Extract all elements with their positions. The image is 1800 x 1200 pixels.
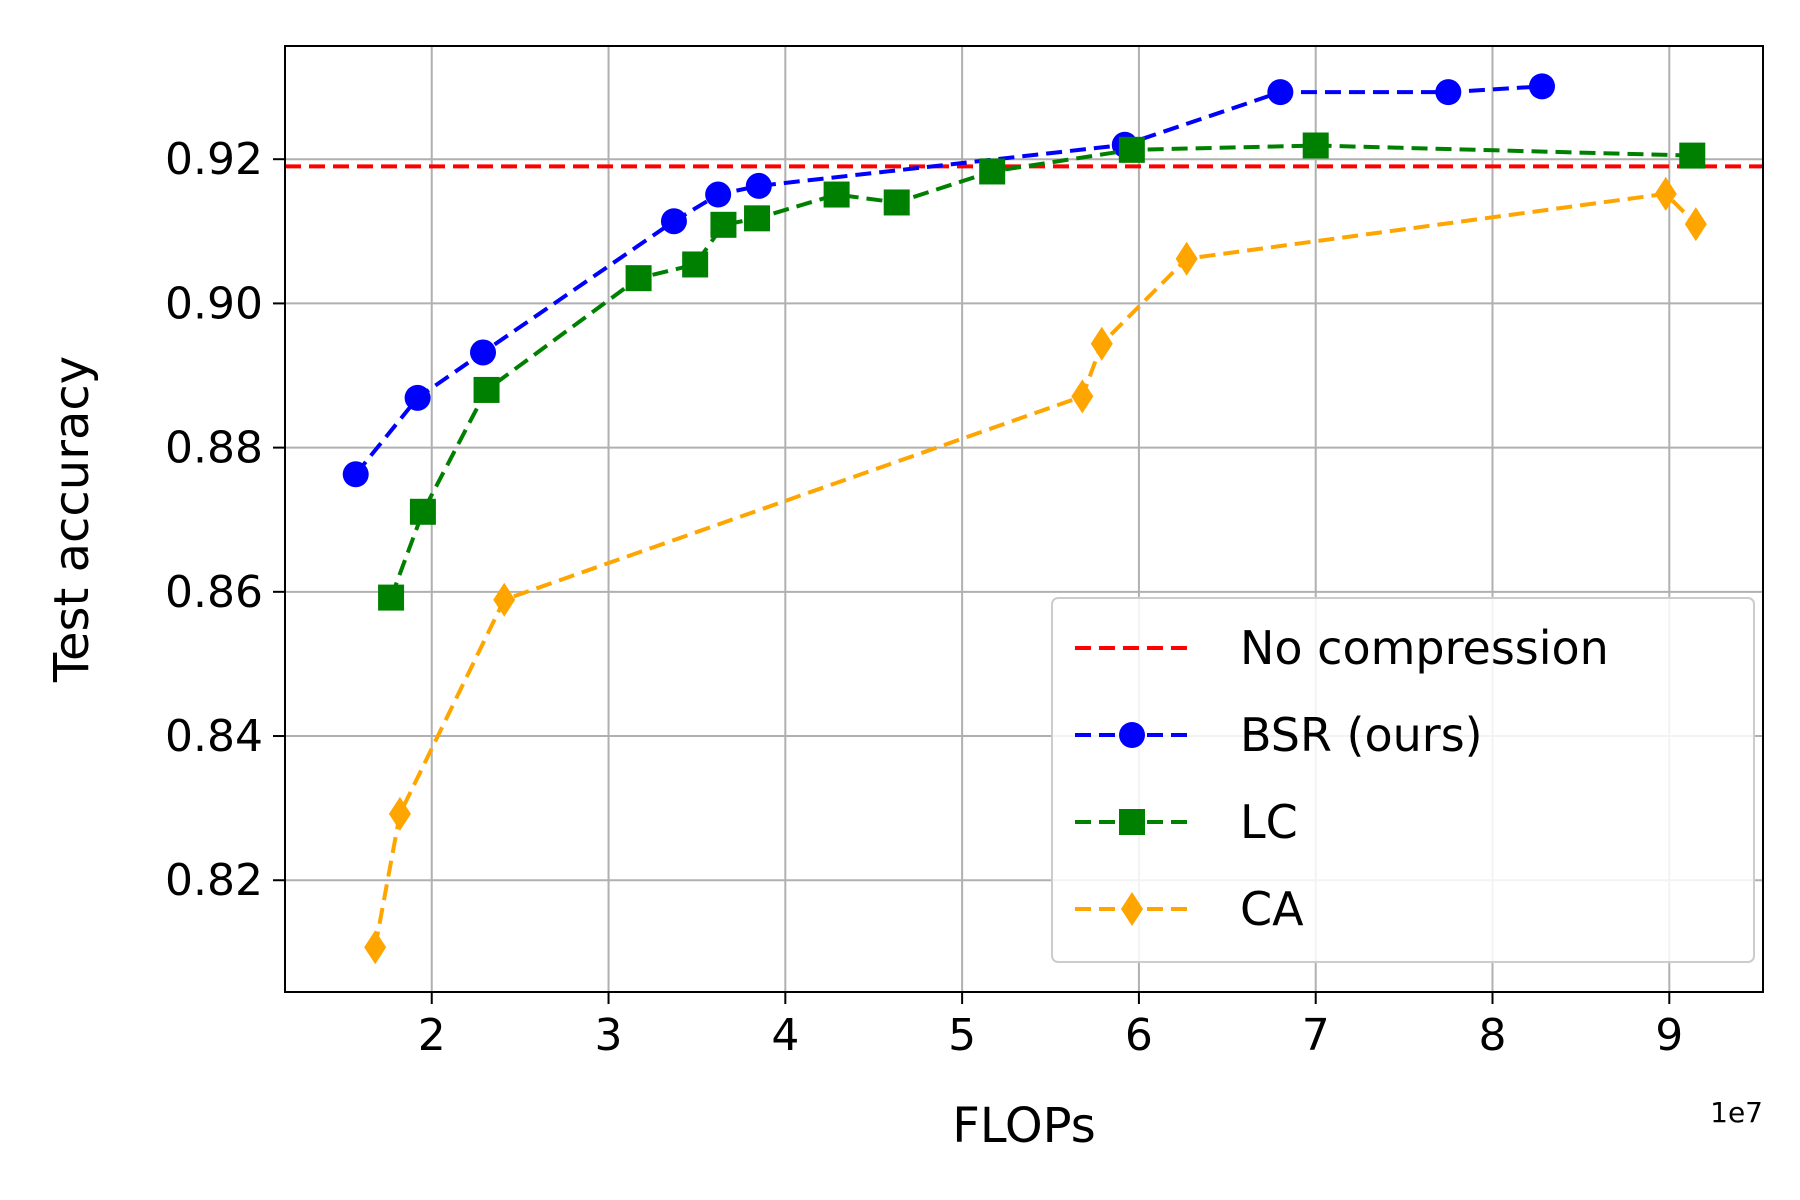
legend-entry: CA [1075,882,1304,936]
data-point [883,189,910,216]
data-point [979,158,1006,185]
data-point [1684,207,1707,242]
y-tick-label: 0.92 [165,134,263,185]
x-tick-label: 3 [595,1010,623,1061]
legend: No compression BSR (ours) LC CA [1051,597,1755,963]
series-1 [378,132,1706,611]
x-tick-label: 6 [1125,1010,1153,1061]
data-point [625,265,652,292]
data-point [660,208,687,235]
data-point [409,498,436,525]
legend-label: LC [1240,795,1298,849]
data-point [470,339,497,366]
data-point [364,930,387,965]
data-point [710,211,737,238]
data-point [1529,73,1556,100]
x-tick-label: 7 [1302,1010,1330,1061]
data-point [1118,136,1145,163]
y-tick-label: 0.84 [165,711,263,762]
series-0 [342,73,1556,488]
data-point [493,582,516,617]
data-point [473,376,500,403]
series-2 [364,176,1707,965]
data-point [388,796,411,831]
series-line [373,191,1698,948]
y-tick-label: 0.86 [165,567,263,618]
legend-entry: No compression [1075,621,1609,675]
legend-label: CA [1240,882,1304,936]
y-axis-ticks: 0.82 0.84 0.86 0.88 0.90 0.92 [165,134,285,906]
y-tick-label: 0.90 [165,278,263,329]
grid [285,46,1763,992]
data-point [744,205,771,232]
x-tick-label: 4 [771,1010,799,1061]
legend-entry: LC [1075,795,1298,849]
x-tick-label: 9 [1655,1010,1683,1061]
data-point [1175,241,1198,276]
y-tick-label: 0.88 [165,423,263,474]
plot-frame [284,45,1764,993]
x-axis-ticks: 2 3 4 5 6 7 8 9 [418,992,1683,1061]
series-layer [342,73,1707,965]
data-point [1071,379,1094,414]
series-line [389,143,1693,599]
data-point [705,181,732,208]
data-point [342,461,369,488]
data-point [404,384,431,411]
y-axis-label: Test accuracy [44,356,100,683]
legend-box [1051,597,1755,963]
data-point [823,181,850,208]
series-line [354,84,1543,476]
data-point [682,251,709,278]
x-tick-label: 2 [418,1010,446,1061]
data-point [1435,79,1462,106]
legend-marker [1119,809,1145,835]
data-point [1302,132,1329,159]
legend-label: No compression [1240,621,1609,675]
x-tick-label: 8 [1479,1010,1507,1061]
legend-marker [1121,892,1143,926]
x-axis-label: FLOPs [952,1098,1096,1154]
y-tick-label: 0.82 [165,855,263,906]
legend-label: BSR (ours) [1240,708,1483,762]
data-point [378,584,405,611]
legend-marker [1119,722,1145,748]
data-point [1267,79,1294,106]
data-point [1654,176,1677,211]
x-axis-scale-label: 1e7 [1710,1096,1763,1129]
legend-entry: BSR (ours) [1075,708,1483,762]
data-point [745,172,772,199]
data-point [1679,142,1706,169]
data-point [1090,326,1113,361]
x-tick-label: 5 [948,1010,976,1061]
